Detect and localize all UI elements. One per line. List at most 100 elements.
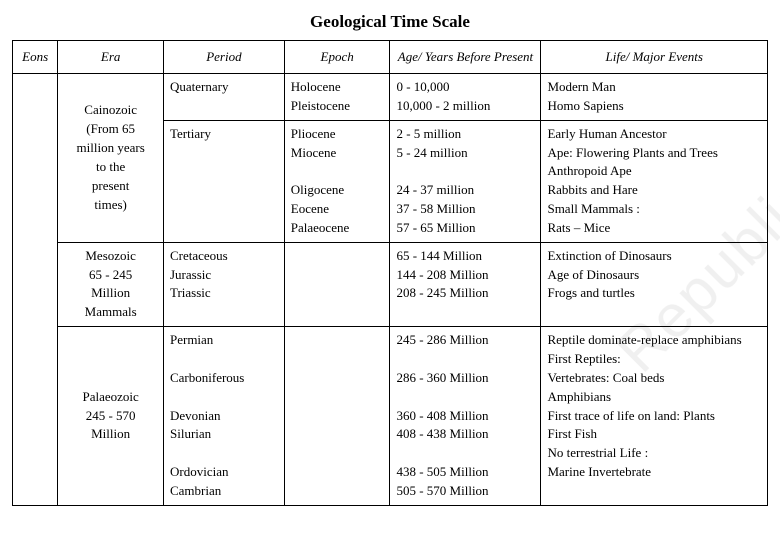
period-cell: CretaceousJurassicTriassic	[163, 242, 284, 326]
text-line	[396, 444, 534, 463]
table-row: Palaeozoic245 - 570Million Permian Carbo…	[13, 327, 768, 506]
text-line	[170, 388, 278, 407]
text-line: Devonian	[170, 407, 278, 426]
text-line: Early Human Ancestor	[547, 125, 761, 144]
era-palaeozoic: Palaeozoic245 - 570Million	[58, 327, 164, 506]
text-line: Anthropoid Ape	[547, 162, 761, 181]
text-line: 37 - 58 Million	[396, 200, 534, 219]
text-line: 2 - 5 million	[396, 125, 534, 144]
col-period: Period	[163, 41, 284, 74]
text-line: 408 - 438 Million	[396, 425, 534, 444]
text-line: 505 - 570 Million	[396, 482, 534, 501]
text-line: Mammals	[64, 303, 157, 322]
life-cell: Reptile dominate-replace amphibiansFirst…	[541, 327, 768, 506]
text-line: Million	[64, 284, 157, 303]
text-line: times)	[64, 196, 157, 215]
text-line: Pliocene	[291, 125, 384, 144]
col-era: Era	[58, 41, 164, 74]
age-cell: 65 - 144 Million144 - 208 Million208 - 2…	[390, 242, 541, 326]
age-cell: 2 - 5 million5 - 24 million 24 - 37 mill…	[390, 120, 541, 242]
text-line: Modern Man	[547, 78, 761, 97]
epoch-cell: HolocenePleistocene	[284, 74, 390, 121]
text-line: Permian	[170, 331, 278, 350]
text-line: First Reptiles:	[547, 350, 761, 369]
text-line: (From 65	[64, 120, 157, 139]
text-line	[170, 350, 278, 369]
text-line: Ordovician	[170, 463, 278, 482]
text-line: Age of Dinosaurs	[547, 266, 761, 285]
text-line: 245 - 570	[64, 407, 157, 426]
text-line: 208 - 245 Million	[396, 284, 534, 303]
table-row: Cainozoic(From 65million yearsto thepres…	[13, 74, 768, 121]
text-line: Amphibians	[547, 388, 761, 407]
text-line: 10,000 - 2 million	[396, 97, 534, 116]
text-line: Silurian	[170, 425, 278, 444]
text-line: Cretaceous	[170, 247, 278, 266]
epoch-cell	[284, 327, 390, 506]
text-line: 438 - 505 Million	[396, 463, 534, 482]
life-cell: Modern ManHomo Sapiens	[541, 74, 768, 121]
col-age: Age/ Years Before Present	[390, 41, 541, 74]
epoch-cell: PlioceneMiocene OligoceneEocenePalaeocen…	[284, 120, 390, 242]
text-line: Holocene	[291, 78, 384, 97]
text-line: 5 - 24 million	[396, 144, 534, 163]
text-line: Triassic	[170, 284, 278, 303]
text-line: 65 - 245	[64, 266, 157, 285]
text-line: 0 - 10,000	[396, 78, 534, 97]
text-line: Million	[64, 425, 157, 444]
text-line: 286 - 360 Million	[396, 369, 534, 388]
text-line	[170, 444, 278, 463]
text-line: Vertebrates: Coal beds	[547, 369, 761, 388]
text-line: Small Mammals :	[547, 200, 761, 219]
header-row: Eons Era Period Epoch Age/ Years Before …	[13, 41, 768, 74]
text-line: 65 - 144 Million	[396, 247, 534, 266]
text-line: million years	[64, 139, 157, 158]
text-line: Palaeozoic	[64, 388, 157, 407]
life-cell: Early Human AncestorApe: Flowering Plant…	[541, 120, 768, 242]
text-line: Cambrian	[170, 482, 278, 501]
text-line	[396, 350, 534, 369]
text-line: Mesozoic	[64, 247, 157, 266]
text-line: Reptile dominate-replace amphibians	[547, 331, 761, 350]
period-cell: Tertiary	[163, 120, 284, 242]
text-line	[396, 162, 534, 181]
text-line: Quaternary	[170, 78, 278, 97]
age-cell: 245 - 286 Million 286 - 360 Million 360 …	[390, 327, 541, 506]
text-line: First Fish	[547, 425, 761, 444]
col-epoch: Epoch	[284, 41, 390, 74]
text-line	[291, 162, 384, 181]
text-line: Palaeocene	[291, 219, 384, 238]
era-mesozoic: Mesozoic65 - 245MillionMammals	[58, 242, 164, 326]
col-eons: Eons	[13, 41, 58, 74]
text-line: No terrestrial Life :	[547, 444, 761, 463]
text-line: Cainozoic	[64, 101, 157, 120]
period-cell: Permian Carboniferous DevonianSilurian O…	[163, 327, 284, 506]
text-line: Ape: Flowering Plants and Trees	[547, 144, 761, 163]
table-row: Mesozoic65 - 245MillionMammals Cretaceou…	[13, 242, 768, 326]
text-line: Extinction of Dinosaurs	[547, 247, 761, 266]
text-line: Frogs and turtles	[547, 284, 761, 303]
text-line: Miocene	[291, 144, 384, 163]
life-cell: Extinction of DinosaursAge of DinosaursF…	[541, 242, 768, 326]
text-line: Rabbits and Hare	[547, 181, 761, 200]
text-line: Pleistocene	[291, 97, 384, 116]
page-title: Geological Time Scale	[12, 12, 768, 32]
text-line: 57 - 65 Million	[396, 219, 534, 238]
text-line: Jurassic	[170, 266, 278, 285]
text-line: 144 - 208 Million	[396, 266, 534, 285]
text-line: Carboniferous	[170, 369, 278, 388]
col-life: Life/ Major Events	[541, 41, 768, 74]
text-line: 360 - 408 Million	[396, 407, 534, 426]
text-line: Eocene	[291, 200, 384, 219]
text-line: Homo Sapiens	[547, 97, 761, 116]
age-cell: 0 - 10,00010,000 - 2 million	[390, 74, 541, 121]
period-cell: Quaternary	[163, 74, 284, 121]
eons-cell	[13, 74, 58, 506]
text-line: First trace of life on land: Plants	[547, 407, 761, 426]
text-line: Marine Invertebrate	[547, 463, 761, 482]
text-line: present	[64, 177, 157, 196]
text-line: Tertiary	[170, 125, 278, 144]
geological-table: Eons Era Period Epoch Age/ Years Before …	[12, 40, 768, 506]
text-line	[396, 388, 534, 407]
text-line: Oligocene	[291, 181, 384, 200]
